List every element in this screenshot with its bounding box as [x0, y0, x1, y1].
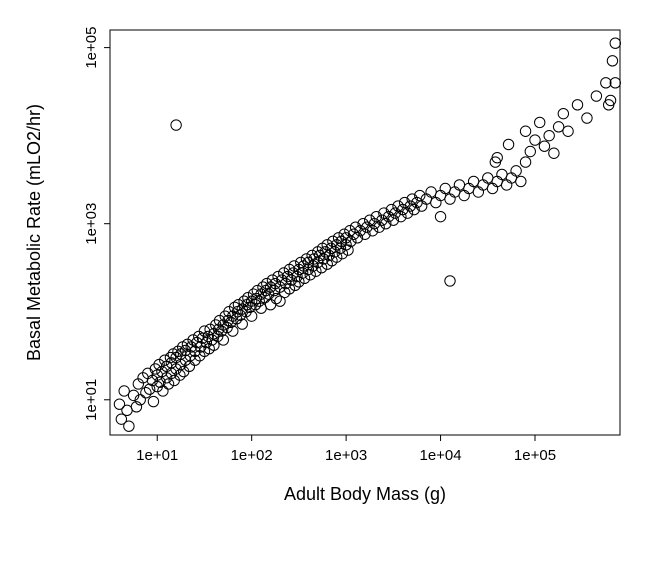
y-tick-label: 1e+01 — [83, 379, 100, 421]
x-tick-label: 1e+05 — [514, 447, 556, 464]
x-tick-label: 1e+02 — [231, 447, 273, 464]
y-axis-label: Basal Metabolic Rate (mLO2/hr) — [24, 104, 44, 361]
chart-container: 1e+01 1e+02 1e+03 1e+04 1e+05 1e+01 1e+03 1e+05… — [0, 0, 666, 574]
x-tick-label: 1e+04 — [419, 447, 461, 464]
x-axis-label: Adult Body Mass (g) — [284, 484, 446, 504]
y-tick-label: 1e+03 — [83, 203, 100, 245]
x-tick-label: 1e+03 — [325, 447, 367, 464]
scatter-plot: 1e+01 1e+02 1e+03 1e+04 1e+05 1e+01 1e+03 1e+05… — [0, 0, 666, 574]
y-tick-label: 1e+05 — [83, 27, 100, 69]
x-tick-label: 1e+01 — [136, 447, 178, 464]
